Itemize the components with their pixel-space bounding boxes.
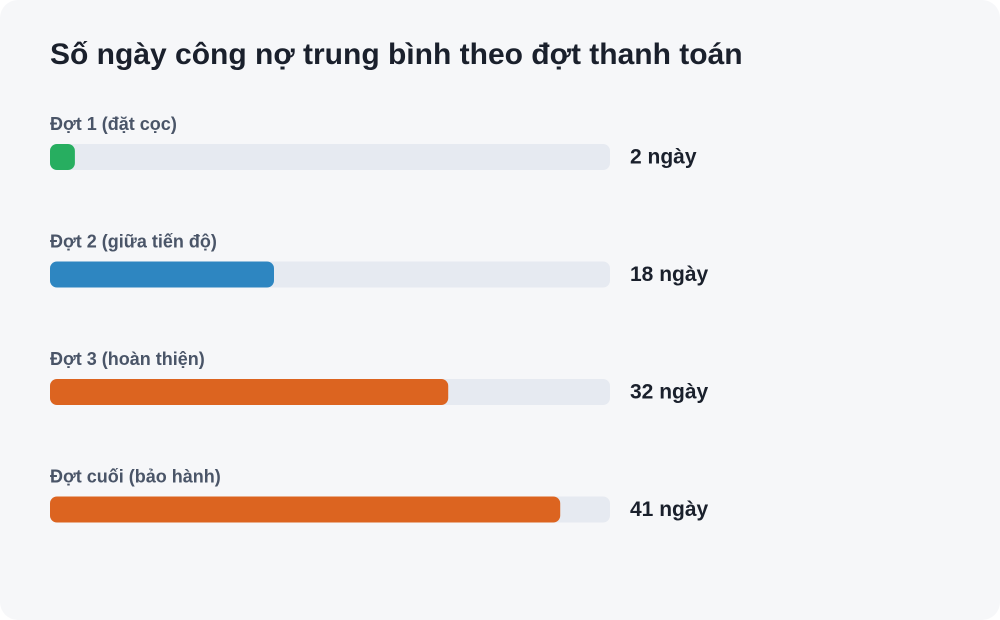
value-label: 18 ngày <box>630 263 709 286</box>
bar-label: Đợt 1 (đặt cọc) <box>50 114 177 134</box>
bar <box>50 496 561 523</box>
bar <box>50 261 274 288</box>
value-label: 41 ngày <box>630 498 709 521</box>
bar-label: Đợt cuối (bảo hành) <box>50 466 221 486</box>
value-label: 32 ngày <box>630 381 709 404</box>
bar <box>50 379 449 405</box>
bar-label: Đợt 2 (giữa tiến độ) <box>50 231 217 251</box>
bar-track <box>50 144 610 170</box>
value-label: 2 ngày <box>630 146 697 169</box>
bar <box>50 144 75 170</box>
bar-label: Đợt 3 (hoàn thiện) <box>50 349 205 369</box>
chart-title: Số ngày công nợ trung bình theo đợt than… <box>50 38 743 71</box>
